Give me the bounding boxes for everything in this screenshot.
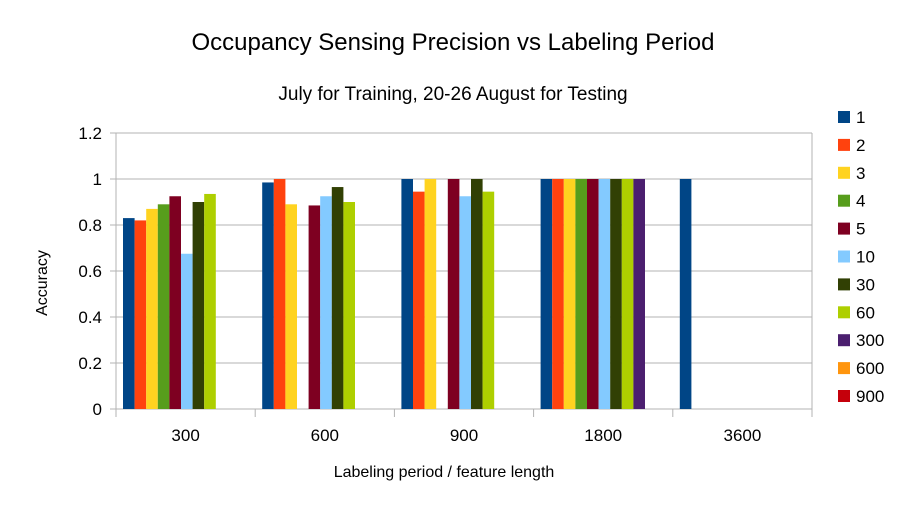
bar-60-300: [204, 193, 216, 409]
legend-label-10: 10: [856, 248, 875, 267]
x-tick-label: 300: [171, 426, 199, 445]
bars: [123, 179, 692, 409]
bar-3-300: [146, 208, 158, 409]
bar-4-1800: [575, 179, 587, 409]
bar-3-600: [285, 204, 297, 409]
legend-swatch-10: [838, 250, 850, 263]
legend-swatch-60: [838, 306, 850, 319]
bar-30-300: [192, 202, 205, 409]
bar-1-3600: [679, 179, 692, 409]
legend-label-4: 4: [856, 192, 865, 211]
legend-swatch-900: [838, 390, 850, 402]
legend-label-3: 3: [856, 164, 865, 183]
legend-label-900: 900: [856, 387, 884, 406]
bar-5-300: [169, 196, 181, 409]
legend-label-1: 1: [856, 108, 865, 127]
y-tick-label: 0.2: [78, 354, 102, 373]
y-tick-label: 0.6: [78, 262, 102, 281]
y-axis-label: Accuracy: [34, 250, 51, 316]
axes: [115, 133, 813, 417]
bar-4-300: [157, 204, 170, 409]
bar-10-600: [320, 196, 332, 409]
bar-10-900: [459, 196, 471, 409]
bar-60-900: [482, 191, 495, 409]
bar-3-1800: [563, 179, 576, 409]
chart-title: Occupancy Sensing Precision vs Labeling …: [192, 29, 715, 56]
bar-10-1800: [598, 179, 611, 409]
bar-2-600: [273, 179, 286, 409]
legend-swatch-1: [838, 111, 850, 123]
legend-label-300: 300: [856, 331, 884, 350]
bar-5-600: [308, 205, 321, 409]
legend-swatch-2: [838, 138, 850, 151]
legend-label-60: 60: [856, 303, 875, 322]
x-tick-labels: 300 600 900 1800 3600: [171, 426, 761, 445]
legend: 1 2 3 4 5 10 30 60 300 600 900: [838, 108, 884, 406]
bar-60-600: [343, 202, 355, 409]
bar-2-300: [134, 220, 147, 409]
bar-2-900: [413, 191, 425, 409]
bar-60-1800: [621, 179, 634, 409]
y-tick-label: 0.4: [78, 308, 102, 327]
legend-label-600: 600: [856, 359, 884, 378]
bar-1-300: [123, 218, 135, 409]
y-tick-label: 0.8: [78, 216, 102, 235]
bar-2-1800: [552, 179, 564, 409]
x-axis-label: Labeling period / feature length: [334, 464, 555, 481]
y-tick-label: 0: [93, 400, 102, 419]
bar-10-300: [181, 253, 193, 409]
y-tick-labels: 0 0.2 0.4 0.6 0.8 1 1.2: [78, 124, 102, 419]
bar-1-900: [401, 179, 413, 409]
bar-300-1800: [633, 179, 645, 409]
legend-label-5: 5: [856, 220, 865, 239]
y-tick-label: 1.2: [78, 124, 102, 143]
bar-1-600: [262, 182, 274, 409]
x-tick-label: 3600: [723, 426, 761, 445]
bar-30-1800: [610, 179, 622, 409]
x-tick-label: 900: [450, 426, 478, 445]
x-tick-label: 1800: [584, 426, 622, 445]
x-tick-label: 600: [311, 426, 339, 445]
y-tick-label: 1: [93, 170, 102, 189]
bar-30-600: [331, 187, 344, 409]
bar-30-900: [471, 179, 483, 409]
legend-swatch-30: [838, 278, 850, 291]
chart-subtitle: July for Training, 20-26 August for Test…: [278, 84, 627, 105]
legend-label-30: 30: [856, 275, 875, 294]
legend-swatch-300: [838, 334, 850, 347]
legend-swatch-3: [838, 166, 850, 179]
legend-swatch-4: [838, 194, 850, 207]
legend-label-2: 2: [856, 136, 865, 155]
bar-1-1800: [540, 179, 553, 409]
legend-swatch-5: [838, 222, 850, 235]
bar-5-900: [447, 179, 460, 409]
bar-5-1800: [587, 179, 599, 409]
legend-swatch-600: [838, 362, 850, 375]
bar-3-900: [424, 179, 437, 409]
